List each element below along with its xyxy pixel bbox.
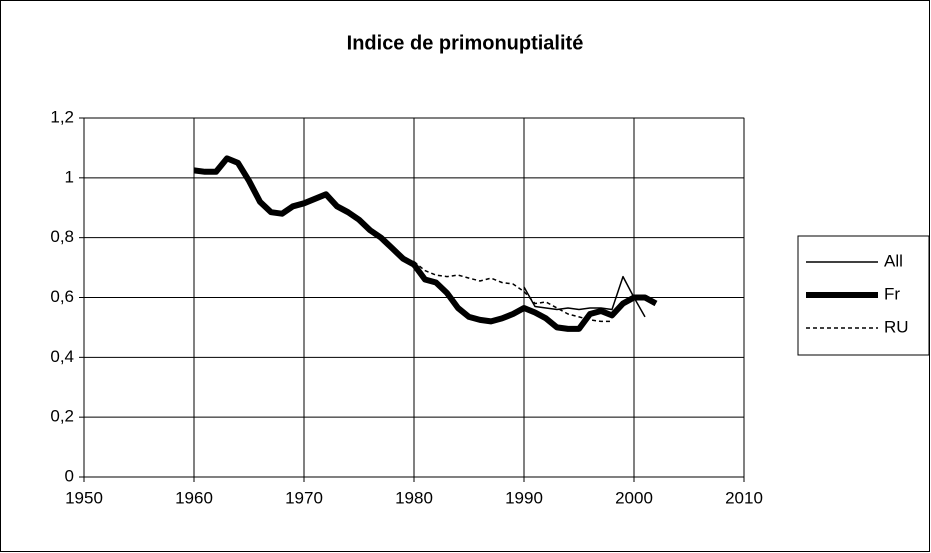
x-tick-label: 1960 <box>175 488 213 507</box>
legend-label: RU <box>884 317 909 336</box>
y-tick-label: 0,4 <box>50 347 74 366</box>
legend-label: Fr <box>884 284 900 303</box>
y-tick-label: 1,2 <box>50 107 74 126</box>
x-tick-label: 2010 <box>725 488 763 507</box>
series-line <box>523 275 646 318</box>
x-tick-label: 1990 <box>505 488 543 507</box>
chart-title: Indice de primonuptialité <box>347 32 584 54</box>
x-tick-label: 1950 <box>65 488 103 507</box>
y-tick-label: 1 <box>65 167 74 186</box>
series-line <box>413 261 612 323</box>
legend-label: All <box>884 251 903 270</box>
y-tick-label: 0,8 <box>50 227 74 246</box>
x-tick-label: 1980 <box>395 488 433 507</box>
x-tick-label: 1970 <box>285 488 323 507</box>
y-tick-label: 0,6 <box>50 287 74 306</box>
y-tick-label: 0,2 <box>50 407 74 426</box>
y-tick-label: 0 <box>65 466 74 485</box>
x-tick-label: 2000 <box>615 488 653 507</box>
series-line <box>193 155 658 332</box>
